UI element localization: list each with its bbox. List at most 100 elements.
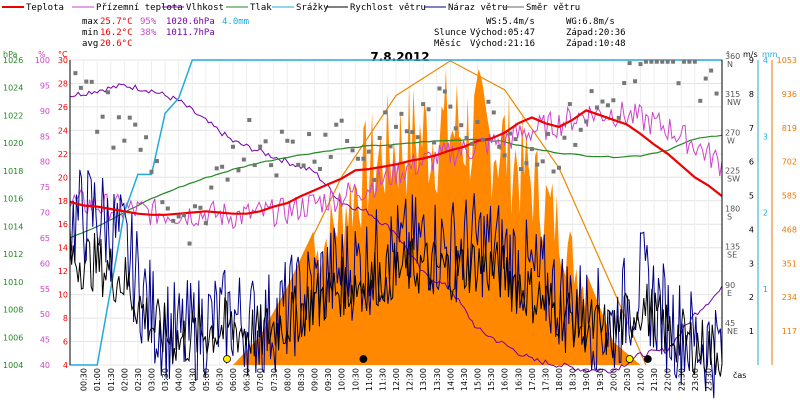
wind-direction-dot [518, 167, 523, 172]
wind-direction-dot [84, 79, 89, 84]
wind-direction-dot [660, 59, 665, 64]
tick-time: 15:30 [487, 368, 496, 391]
tick-wind-dir: 360 [725, 52, 740, 61]
sunrise-marker [223, 355, 231, 363]
stat-wg: WG:6.8m/s [566, 17, 615, 27]
tick-humidity: 70 [40, 209, 50, 218]
tick-time: 02:00 [120, 368, 129, 391]
wind-direction-dot [638, 62, 643, 67]
wind-direction-dot [595, 105, 600, 110]
tick-wind-speed: 4 [749, 225, 754, 234]
tick-temperature: 14 [58, 244, 68, 253]
tick-wind-speed: 5 [749, 192, 754, 201]
tick-time: 22:00 [664, 368, 673, 391]
tick-time: 23:00 [691, 368, 700, 391]
wind-direction-dot [187, 241, 192, 246]
stats-block: max 25.7°C 95% 1020.6hPa 4.0mm min 16.2°… [82, 17, 626, 49]
tick-temperature: 22 [58, 150, 68, 159]
tick-time: 07:30 [270, 368, 279, 391]
wind-direction-dot [546, 131, 551, 136]
stat-min-label: min [82, 28, 98, 38]
wind-direction-dot [524, 161, 529, 166]
unit-hpa: hPa [3, 50, 18, 59]
wind-direction-dot [540, 159, 545, 164]
tick-rain: 2 [763, 209, 768, 218]
wind-direction-dot [605, 103, 610, 108]
tick-time: 00:30 [80, 368, 89, 391]
wind-direction-dot [165, 206, 170, 211]
stat-moon-rise: Východ:21:16 [470, 39, 535, 49]
tick-time: 04:00 [175, 368, 184, 391]
wind-direction-dot [692, 59, 697, 64]
stat-moon-set: Západ:10:48 [566, 39, 626, 49]
wind-direction-dot [703, 76, 708, 81]
tick-time: 03:30 [161, 368, 170, 391]
tick-time: 19:00 [582, 368, 591, 391]
tick-wind-speed: 9 [749, 56, 754, 65]
left-axes: 1004100610081010101210141016101810201022… [3, 56, 71, 370]
tick-humidity: 60 [40, 259, 50, 268]
humidity-line [69, 83, 723, 374]
wind-direction-dot [394, 124, 398, 129]
wind-direction-dot [616, 115, 621, 120]
tick-pressure: 1004 [3, 361, 23, 370]
wind-direction-dot [138, 147, 143, 152]
wind-direction-dot [502, 153, 507, 158]
wind-direction-dot [252, 163, 257, 168]
wind-direction-dot [231, 144, 235, 149]
wind-direction-dot [355, 156, 360, 161]
x-axis: 00:30 01:00 01:30 02:00 02:30 03:00 03:30 04:00… [80, 368, 714, 391]
wind-direction-dot [372, 178, 377, 183]
tick-temperature: 26 [58, 103, 68, 112]
tick-temperature: 16 [58, 220, 68, 229]
wind-direction-dot [383, 110, 388, 115]
wind-direction-dot [100, 114, 105, 119]
tick-time: 11:30 [378, 368, 387, 391]
wind-direction-dot [89, 79, 94, 84]
tick-wind-speed: 3 [749, 259, 754, 268]
wind-direction-dot [198, 205, 203, 210]
wind-direction-dot [453, 126, 458, 131]
tick-time: 07:00 [256, 368, 265, 391]
wind-direction-dot [350, 148, 355, 153]
tick-wind-speed: 2 [749, 293, 754, 302]
wind-direction-dot [486, 99, 491, 104]
tick-humidity: 100 [35, 56, 50, 65]
wind-direction-dot [214, 166, 219, 171]
tick-time: 12:30 [406, 368, 415, 391]
wind-direction-dot [687, 59, 692, 64]
tick-pressure: 1020 [3, 139, 23, 148]
wind-direction-dot [133, 122, 138, 127]
wind-direction-dot [366, 149, 371, 154]
wind-direction-dot [171, 218, 176, 223]
tick-time: 17:30 [541, 368, 550, 391]
wind-direction-dot [643, 59, 648, 64]
tick-solar: 234 [782, 293, 797, 302]
wind-direction-dot [154, 159, 159, 164]
rain-line [70, 59, 722, 366]
wind-direction-dot [106, 90, 111, 95]
wind-direction-dot [448, 104, 453, 109]
wind-direction-dot [296, 162, 301, 167]
tick-pressure: 1014 [3, 222, 23, 231]
tick-solar: 1053 [777, 56, 797, 65]
tick-pressure: 1024 [3, 84, 23, 93]
stat-ws: WS:5.4m/s [486, 17, 535, 27]
tick-wind-dir: 90 [725, 281, 735, 290]
sunset-marker [625, 355, 634, 363]
wind-direction-dot [127, 115, 132, 120]
tick-wind-dir-label: SW [727, 174, 740, 183]
wind-direction-dot [182, 213, 187, 218]
stat-avg-temp: 20.6°C [100, 39, 133, 49]
wind-direction-dot [491, 110, 496, 115]
tick-time: 18:00 [555, 368, 564, 391]
wind-direction-dot [676, 81, 681, 86]
tick-time: 20:30 [623, 368, 632, 391]
tick-humidity: 80 [40, 158, 50, 167]
wind-direction-dot [513, 137, 518, 142]
wind-direction-dot [714, 91, 719, 96]
legend-label: Teplota [26, 3, 64, 13]
tick-humidity: 75 [40, 183, 50, 192]
legend-label: Náraz větru [448, 3, 508, 13]
tick-humidity: 65 [40, 234, 50, 243]
